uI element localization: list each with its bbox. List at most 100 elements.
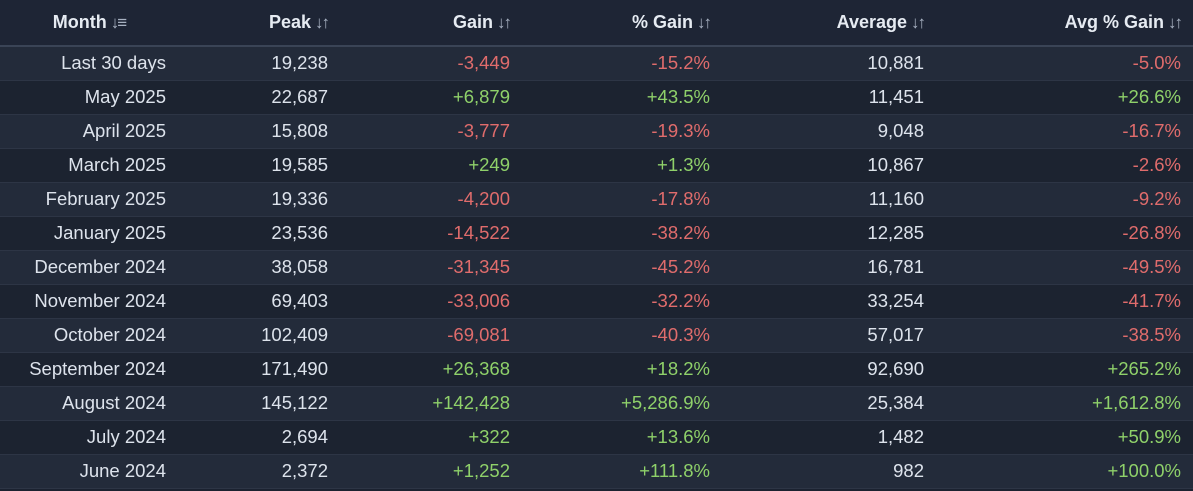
column-header-month-label: Month xyxy=(52,12,107,32)
cell-average: 10,867 xyxy=(867,154,924,175)
table-row: December 2024 38,058 -31,345 -45.2% 16,781 -4… xyxy=(0,250,1193,284)
cell-pct-gain: -17.8% xyxy=(651,188,710,209)
sort-toggle-icon: ↓↑ xyxy=(315,13,330,32)
cell-pct-gain: +13.6% xyxy=(646,426,710,447)
cell-month: May 2025 xyxy=(84,86,166,107)
cell-gain: -69,081 xyxy=(447,324,510,345)
cell-month: February 2025 xyxy=(45,188,166,209)
cell-month: October 2024 xyxy=(53,324,166,345)
cell-pct-gain: -45.2% xyxy=(651,256,710,277)
cell-month: November 2024 xyxy=(34,290,166,311)
column-header-pct-gain-label: % Gain xyxy=(631,12,693,32)
cell-pct-gain: -40.3% xyxy=(651,324,710,345)
cell-avg-pct-gain: -9.2% xyxy=(1132,188,1181,209)
column-header-month[interactable]: Month ↓≡ xyxy=(0,0,178,47)
cell-peak: 22,687 xyxy=(271,86,328,107)
table-row: October 2024 102,409 -69,081 -40.3% 57,017 -3… xyxy=(0,318,1193,352)
cell-average: 11,451 xyxy=(868,86,924,107)
cell-peak: 15,808 xyxy=(271,120,328,141)
cell-peak: 38,058 xyxy=(271,256,328,277)
cell-average: 92,690 xyxy=(867,358,924,379)
cell-pct-gain: +18.2% xyxy=(646,358,710,379)
cell-peak: 69,403 xyxy=(271,290,328,311)
column-header-avg-pct-gain-label: Avg % Gain xyxy=(1064,12,1164,32)
cell-peak: 23,536 xyxy=(271,222,328,243)
table-row: April 2025 15,808 -3,777 -19.3% 9,048 -16.7% xyxy=(0,114,1193,148)
column-header-average-label: Average xyxy=(836,12,907,32)
table-row: July 2024 2,694 +322 +13.6% 1,482 +50.9% xyxy=(0,420,1193,454)
cell-month: August 2024 xyxy=(62,392,166,413)
cell-month: April 2025 xyxy=(82,120,166,141)
table-header: Month ↓≡ Peak ↓↑ Gain ↓↑ % Gain ↓↑ Average ↓↑… xyxy=(0,0,1193,47)
cell-peak: 2,372 xyxy=(281,460,328,481)
table-row: January 2025 23,536 -14,522 -38.2% 12,285 -26… xyxy=(0,216,1193,250)
cell-pct-gain: +1.3% xyxy=(657,154,710,175)
sort-toggle-icon: ↓↑ xyxy=(1168,13,1183,32)
table-row: September 2024 171,490 +26,368 +18.2% 92,690… xyxy=(0,352,1193,386)
cell-avg-pct-gain: +100.0% xyxy=(1107,460,1181,481)
cell-pct-gain: -19.3% xyxy=(651,120,710,141)
cell-pct-gain: +5,286.9% xyxy=(621,392,710,413)
cell-avg-pct-gain: -38.5% xyxy=(1122,324,1181,345)
cell-peak: 19,585 xyxy=(271,154,328,175)
cell-average: 25,384 xyxy=(867,392,924,413)
cell-month: March 2025 xyxy=(68,154,166,175)
cell-average: 12,285 xyxy=(867,222,924,243)
cell-gain: -14,522 xyxy=(447,222,510,243)
cell-peak: 171,490 xyxy=(261,358,328,379)
cell-average: 982 xyxy=(893,460,924,481)
cell-avg-pct-gain: -26.8% xyxy=(1122,222,1181,243)
cell-average: 1,482 xyxy=(877,426,924,447)
cell-month: Last 30 days xyxy=(61,52,166,74)
cell-month: July 2024 xyxy=(86,426,166,447)
cell-average: 57,017 xyxy=(867,324,924,345)
cell-peak: 19,336 xyxy=(271,188,328,209)
cell-gain: +1,252 xyxy=(452,460,510,481)
cell-gain: +6,879 xyxy=(452,86,510,107)
sort-toggle-icon: ↓↑ xyxy=(497,13,512,32)
column-header-gain-label: Gain xyxy=(452,12,493,32)
cell-pct-gain: -38.2% xyxy=(651,222,710,243)
cell-peak: 19,238 xyxy=(271,52,328,74)
column-header-gain[interactable]: Gain ↓↑ xyxy=(340,0,522,47)
cell-avg-pct-gain: +265.2% xyxy=(1107,358,1181,379)
table-row: March 2025 19,585 +249 +1.3% 10,867 -2.6% xyxy=(0,148,1193,182)
column-header-average[interactable]: Average ↓↑ xyxy=(722,0,936,47)
table-body: Last 30 days 19,238 -3,449 -15.2% 10,881 -5.0… xyxy=(0,46,1193,488)
cell-month: September 2024 xyxy=(29,358,166,379)
cell-gain: -33,006 xyxy=(447,290,510,311)
table-row: June 2024 2,372 +1,252 +111.8% 982 +100.0% xyxy=(0,454,1193,488)
cell-gain: +249 xyxy=(468,154,510,175)
cell-average: 9,048 xyxy=(877,120,924,141)
sort-descending-icon: ↓≡ xyxy=(110,13,127,32)
cell-avg-pct-gain: -5.0% xyxy=(1132,52,1181,74)
cell-pct-gain: +111.8% xyxy=(639,460,710,481)
cell-gain: -3,777 xyxy=(457,120,510,141)
cell-average: 11,160 xyxy=(868,188,924,209)
table-row: February 2025 19,336 -4,200 -17.8% 11,160 -9.… xyxy=(0,182,1193,216)
cell-gain: +26,368 xyxy=(442,358,510,379)
cell-pct-gain: -15.2% xyxy=(651,52,710,74)
cell-peak: 145,122 xyxy=(261,392,328,413)
cell-month: January 2025 xyxy=(53,222,166,243)
cell-avg-pct-gain: +26.6% xyxy=(1117,86,1181,107)
column-header-pct-gain[interactable]: % Gain ↓↑ xyxy=(522,0,722,47)
table-row: May 2025 22,687 +6,879 +43.5% 11,451 +26.6% xyxy=(0,80,1193,114)
cell-gain: +322 xyxy=(468,426,510,447)
cell-pct-gain: -32.2% xyxy=(651,290,710,311)
cell-month: June 2024 xyxy=(79,460,166,481)
header-row: Month ↓≡ Peak ↓↑ Gain ↓↑ % Gain ↓↑ Average ↓↑… xyxy=(0,0,1193,47)
cell-peak: 102,409 xyxy=(261,324,328,345)
cell-gain: -31,345 xyxy=(447,256,510,277)
table-row: August 2024 145,122 +142,428 +5,286.9% 25,38… xyxy=(0,386,1193,420)
table-row: Last 30 days 19,238 -3,449 -15.2% 10,881 -5.0… xyxy=(0,46,1193,80)
cell-peak: 2,694 xyxy=(281,426,328,447)
cell-gain: -4,200 xyxy=(457,188,510,209)
column-header-avg-pct-gain[interactable]: Avg % Gain ↓↑ xyxy=(936,0,1193,47)
cell-avg-pct-gain: +50.9% xyxy=(1117,426,1181,447)
sort-toggle-icon: ↓↑ xyxy=(697,13,712,32)
column-header-peak[interactable]: Peak ↓↑ xyxy=(178,0,340,47)
column-header-peak-label: Peak xyxy=(268,12,311,32)
cell-avg-pct-gain: +1,612.8% xyxy=(1092,392,1181,413)
